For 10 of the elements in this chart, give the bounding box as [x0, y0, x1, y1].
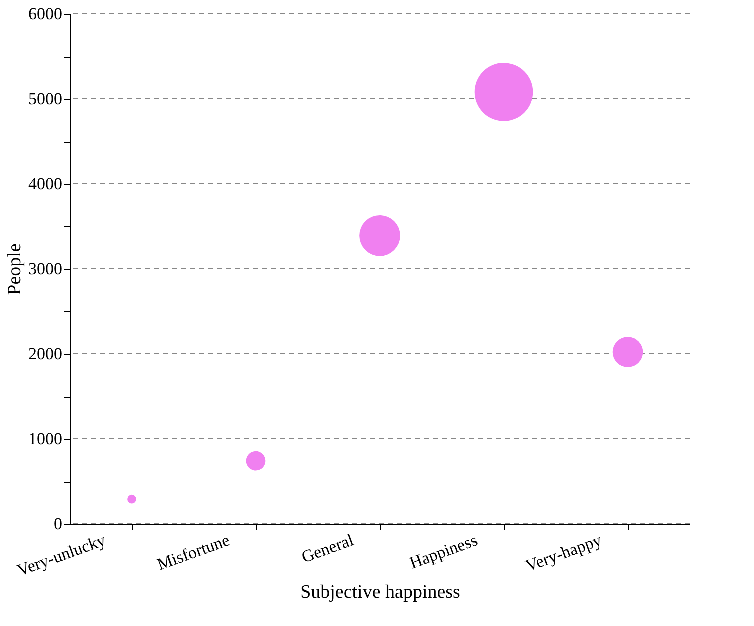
y-tick-label: 5000 — [28, 90, 62, 108]
y-tick-label: 3000 — [28, 260, 62, 278]
y-tick-label: 4000 — [28, 174, 62, 194]
x-axis-title: Subjective happiness — [300, 582, 460, 604]
y-tick-label: 6000 — [28, 4, 62, 24]
y-tick-label: 1000 — [28, 430, 62, 448]
y-tick-label: 0 — [54, 514, 62, 534]
y-axis-title: People — [4, 244, 26, 296]
x-tick-label: General — [299, 530, 357, 567]
y-tick-label: 2000 — [28, 344, 62, 364]
